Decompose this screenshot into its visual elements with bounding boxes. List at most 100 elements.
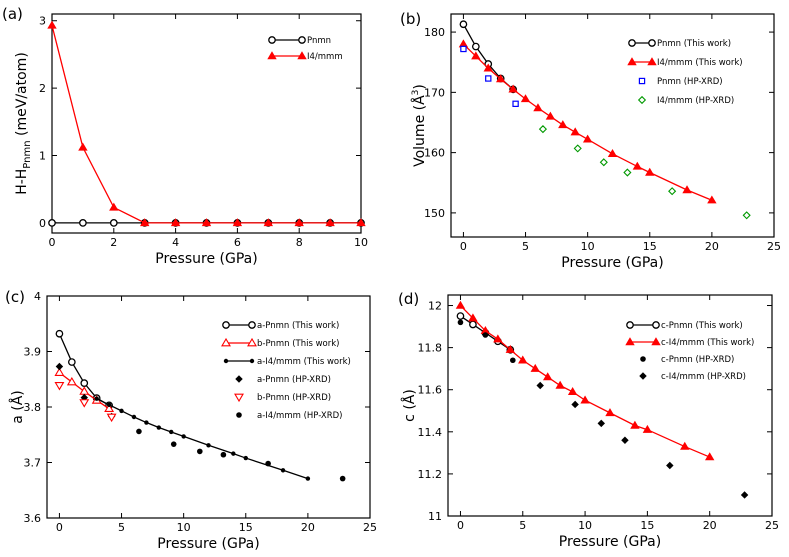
y-axis-label: a (Å) — [9, 390, 26, 424]
data-point — [542, 372, 553, 381]
data-point — [170, 218, 181, 227]
legend-label: Pnmn — [307, 36, 331, 46]
data-point — [305, 476, 311, 481]
data-point — [325, 218, 335, 227]
data-point — [206, 443, 211, 448]
data-point — [109, 202, 119, 211]
data-point — [66, 376, 77, 386]
legend-label: a-I4/mmm (HP-XRD) — [257, 411, 342, 421]
data-point — [265, 460, 271, 467]
x-tick-label: 15 — [643, 240, 657, 253]
data-point — [573, 144, 582, 153]
data-point — [456, 312, 465, 320]
legend-marker — [627, 57, 637, 66]
series-c-pnmn-hp-xrd- — [457, 319, 516, 364]
data-point — [79, 399, 90, 408]
data-point — [79, 386, 90, 395]
y-tick-label: 160 — [424, 147, 445, 160]
y-tick-label: 180 — [424, 26, 445, 39]
x-tick-label: 20 — [705, 240, 719, 253]
data-point — [668, 187, 677, 196]
series-i4-mmm-hp-xrd- — [538, 125, 751, 220]
data-point — [680, 441, 690, 450]
x-tick-label: 0 — [56, 521, 63, 534]
legend-marker — [648, 39, 656, 47]
data-point — [459, 20, 468, 29]
y-tick-label: 0 — [39, 217, 46, 230]
x-tick-label: 15 — [239, 521, 253, 534]
x-axis-label: Pressure (GPa) — [561, 255, 663, 271]
y-tick-label: 11.8 — [418, 342, 443, 355]
data-point — [605, 408, 615, 417]
x-tick-label: 20 — [301, 521, 315, 534]
data-point — [536, 381, 544, 390]
y-tick-label: 1 — [39, 150, 46, 163]
legend-marker — [639, 372, 647, 380]
x-tick-label: 10 — [177, 521, 191, 534]
x-tick-label: 25 — [363, 521, 377, 534]
legend-marker — [248, 321, 256, 329]
legend-label: a-Pnmn (This work) — [257, 321, 339, 331]
legend-label: a-Pnmn (HP-XRD) — [257, 375, 331, 385]
legend-label: I4/mmm — [307, 52, 343, 62]
data-point — [455, 300, 466, 309]
x-tick-label: 8 — [296, 236, 303, 249]
series-b-pnmn-this-work- — [54, 367, 115, 413]
data-point — [79, 219, 87, 227]
data-point — [707, 195, 717, 204]
x-tick-label: 4 — [172, 236, 179, 249]
legend-marker — [221, 337, 231, 347]
data-point — [471, 42, 480, 51]
legend-label: c-I4/mmm (HP-XRD) — [661, 372, 746, 382]
data-point — [67, 358, 76, 366]
data-point — [55, 362, 64, 371]
data-point — [545, 111, 556, 120]
data-point — [294, 218, 304, 227]
series-i4-mmm — [47, 20, 366, 227]
y-tick-label: 4 — [34, 290, 41, 303]
data-point — [632, 161, 643, 170]
legend-marker — [647, 57, 657, 66]
panel-c: 0 5 10 15 20 25 3.6 3.7 3.8 3.9 4 Pressure (GPa) a (… — [5, 288, 377, 552]
panel-label: (d) — [398, 290, 419, 308]
data-point — [505, 344, 516, 353]
data-point — [582, 134, 593, 143]
data-point — [169, 429, 174, 435]
data-point — [54, 367, 65, 376]
data-point — [704, 452, 715, 461]
y-tick-label: 3 — [39, 15, 46, 28]
data-point — [468, 313, 478, 322]
legend-marker — [267, 51, 277, 60]
panel-label: (a) — [2, 5, 23, 23]
series-a-i4-mmm-hp-xrd- — [136, 428, 346, 482]
data-point — [140, 218, 150, 227]
data-point — [181, 434, 186, 439]
legend-marker — [637, 95, 647, 105]
x-tick-label: 25 — [767, 240, 781, 253]
x-axis-label: Pressure (GPa) — [157, 536, 259, 552]
data-point — [197, 448, 203, 455]
data-point — [78, 142, 88, 151]
plot-frame — [450, 13, 775, 238]
data-point — [231, 451, 236, 456]
data-point — [642, 424, 653, 433]
panel-d: 0 5 10 15 20 25 11 11.2 11.4 11.6 11.8 12 Pressure (… — [398, 290, 779, 550]
data-point — [493, 334, 503, 343]
data-point — [201, 218, 212, 227]
legend-label: c-Pnmn (This work) — [661, 321, 743, 331]
legend-marker — [247, 337, 257, 347]
legend-marker — [268, 36, 276, 44]
data-point — [119, 408, 124, 414]
data-point — [280, 468, 286, 473]
x-tick-label: 5 — [519, 519, 526, 532]
legend-marker — [625, 337, 635, 346]
y-tick-label: 170 — [424, 86, 445, 99]
data-point — [607, 149, 618, 158]
x-tick-label: 0 — [460, 240, 467, 253]
plot-frame — [51, 13, 362, 234]
data-point — [571, 400, 579, 409]
data-point — [599, 158, 608, 167]
y-tick-label: 3.6 — [24, 512, 42, 525]
legend-marker — [235, 375, 243, 383]
legend-marker — [651, 337, 661, 346]
